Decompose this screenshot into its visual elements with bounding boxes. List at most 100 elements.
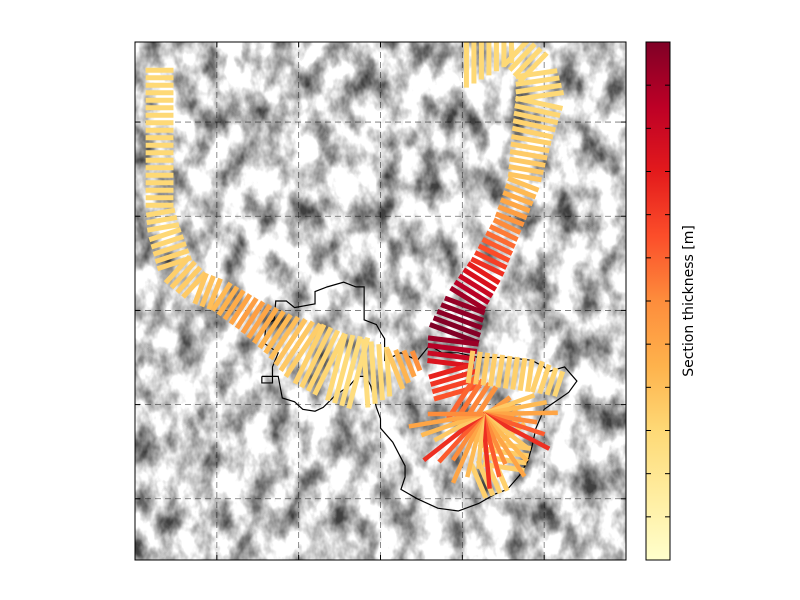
section-bar xyxy=(537,363,552,395)
section-bar xyxy=(427,342,478,354)
section-bar xyxy=(485,230,516,249)
section-bar xyxy=(192,272,209,305)
colorbar-label: Section thickness [m] xyxy=(681,225,697,377)
section-bar xyxy=(507,42,537,72)
section-bar xyxy=(169,260,197,290)
section-bar xyxy=(278,320,315,373)
section-bar xyxy=(515,95,564,111)
grid xyxy=(135,42,626,560)
section-bar xyxy=(234,296,259,330)
section-bar xyxy=(440,302,485,323)
section-bar xyxy=(432,315,482,338)
section-bar xyxy=(499,197,531,214)
section-bar xyxy=(148,227,182,243)
section-bar xyxy=(511,125,554,140)
section-bar xyxy=(458,273,494,299)
section-bar xyxy=(507,171,542,183)
section-bar xyxy=(210,281,233,312)
section-bar xyxy=(529,360,545,393)
section-bar xyxy=(368,341,378,404)
section-bar xyxy=(268,315,301,361)
section-bar xyxy=(384,348,406,390)
section-bar xyxy=(492,217,522,235)
section-bar xyxy=(292,323,327,385)
section-bar xyxy=(512,118,556,133)
section-bar xyxy=(470,256,505,277)
section-bar xyxy=(427,350,476,362)
section-bar xyxy=(513,110,559,126)
section-bar xyxy=(504,183,537,200)
section-bar xyxy=(517,357,528,391)
section-bar xyxy=(544,367,559,396)
section-bar xyxy=(154,248,190,264)
section-bar xyxy=(449,285,487,312)
section-bar xyxy=(273,318,308,367)
section-bar xyxy=(436,308,483,331)
section-bar xyxy=(433,383,482,402)
section-bar xyxy=(480,352,491,386)
section-bar xyxy=(146,214,178,226)
section-bar xyxy=(222,289,246,321)
section-bar xyxy=(409,350,423,372)
section-bar xyxy=(443,295,486,316)
section-bar xyxy=(488,224,519,242)
section-bar xyxy=(495,354,506,388)
section-bar xyxy=(514,103,561,119)
section-bar xyxy=(325,333,348,402)
section-bar xyxy=(299,326,334,389)
section-bar xyxy=(525,358,535,393)
section-bar xyxy=(427,335,479,347)
section-bar xyxy=(507,176,540,193)
axis-ticks xyxy=(135,42,626,560)
section-bar xyxy=(502,355,513,389)
section-bar xyxy=(508,164,544,176)
section-bar xyxy=(510,134,552,146)
section-bar xyxy=(510,141,550,154)
section-bar xyxy=(360,338,371,408)
plot-area xyxy=(134,41,627,561)
section-bar xyxy=(206,277,223,311)
section-bar xyxy=(503,42,530,67)
section-bar xyxy=(146,222,180,233)
section-bar xyxy=(393,349,411,384)
section-bar xyxy=(487,353,498,387)
section-bar xyxy=(502,190,534,207)
section-bar xyxy=(246,303,273,340)
colorbar: Section thickness [m] xyxy=(645,41,697,561)
section-bar xyxy=(150,234,185,250)
section-bar xyxy=(515,75,560,87)
section-bar xyxy=(145,207,176,218)
section-bar xyxy=(251,306,279,345)
section-bar xyxy=(474,250,508,270)
section-bar xyxy=(152,241,187,257)
section-bar xyxy=(494,211,525,227)
section-bar xyxy=(257,310,286,350)
section-bar xyxy=(181,271,208,299)
section-bar xyxy=(163,254,192,285)
section-bar xyxy=(339,335,363,407)
section-bar xyxy=(469,463,489,499)
section-bar xyxy=(509,156,546,168)
section-bar xyxy=(216,285,240,317)
section-bar xyxy=(466,261,501,286)
section-bar xyxy=(453,279,490,305)
flowline-sections xyxy=(145,42,566,499)
section-bar xyxy=(515,68,558,80)
section-bar xyxy=(552,370,566,398)
section-bar xyxy=(497,204,528,221)
colorbar-ticks xyxy=(646,84,670,518)
section-bar xyxy=(473,351,483,385)
section-bar xyxy=(376,344,385,401)
section-bar xyxy=(305,329,341,393)
section-bar xyxy=(446,375,478,420)
section-bar xyxy=(462,267,498,292)
section-bar xyxy=(515,82,562,95)
section-bar xyxy=(175,265,203,295)
section-bar xyxy=(510,356,520,390)
section-bar xyxy=(228,293,253,326)
section-bar xyxy=(263,313,293,355)
section-bar xyxy=(465,350,476,384)
section-bar xyxy=(199,275,216,308)
section-bar xyxy=(283,322,323,378)
section-bar xyxy=(481,237,514,256)
